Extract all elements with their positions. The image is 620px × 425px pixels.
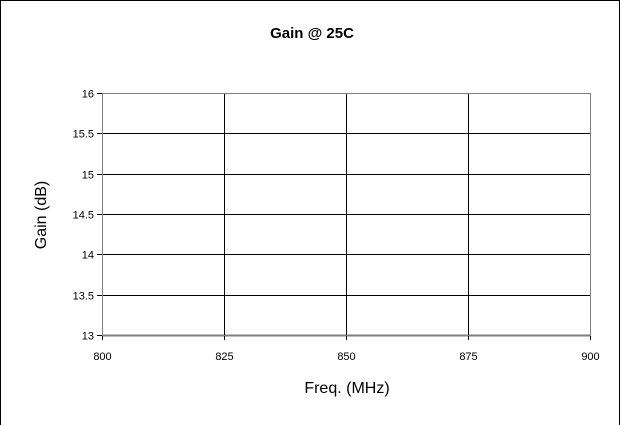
ticks-layer: 13 13.5 14 14.5 15 15.5 16 800 825 850 875 900: [73, 89, 600, 364]
y-tick-label: 13: [82, 331, 94, 343]
y-tick-label: 16: [82, 89, 94, 101]
y-tick-label: 15.5: [73, 129, 94, 141]
plot-area: [102, 93, 591, 336]
y-axis-label: Gain (dB): [33, 181, 50, 249]
y-tick-label: 13.5: [73, 291, 94, 303]
x-tick-label: 900: [581, 351, 599, 363]
y-tick-label: 14.5: [73, 210, 94, 222]
x-axis-label: Freq. (MHz): [304, 380, 389, 397]
y-tick-label: 14: [82, 250, 94, 262]
y-tick-label: 15: [82, 170, 94, 182]
x-tick-label: 850: [337, 351, 355, 363]
x-tick-label: 800: [93, 351, 111, 363]
grid-layer: [102, 93, 591, 336]
x-tick-label: 825: [215, 351, 233, 363]
chart-title: Gain @ 25C: [270, 25, 354, 42]
x-tick-label: 875: [459, 351, 477, 363]
